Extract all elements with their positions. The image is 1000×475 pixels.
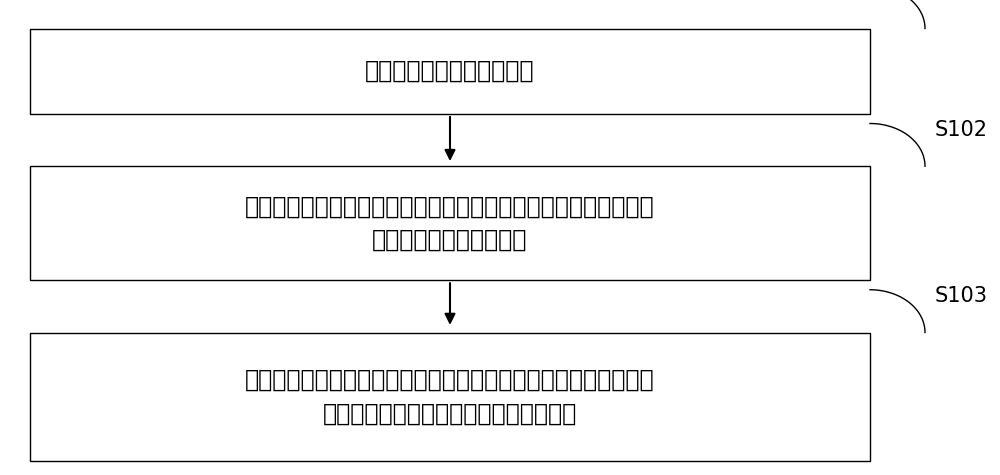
Text: 获取旋变反馈的当前旋转角: 获取旋变反馈的当前旋转角: [365, 59, 535, 83]
Text: S102: S102: [935, 120, 988, 140]
Bar: [30, 166, 870, 280]
Text: 若所述旋转角差値大于所述差値阙値，则判定所述旋变处于异常状
态，并根据异常跳变机制反馈校正旋转角: 若所述旋转角差値大于所述差値阙値，则判定所述旋变处于异常状 态，并根据异常跳变机…: [245, 368, 655, 426]
Bar: [30, 332, 870, 461]
Text: S101: S101: [935, 0, 988, 2]
Bar: [30, 28, 870, 114]
Text: S103: S103: [935, 286, 988, 306]
Text: 计算所述当前旋转角与上一拍旋转角的旋转角差値，将所述旋转角
差値与差値阙値进行比较: 计算所述当前旋转角与上一拍旋转角的旋转角差値，将所述旋转角 差値与差値阙値进行比…: [245, 194, 655, 252]
